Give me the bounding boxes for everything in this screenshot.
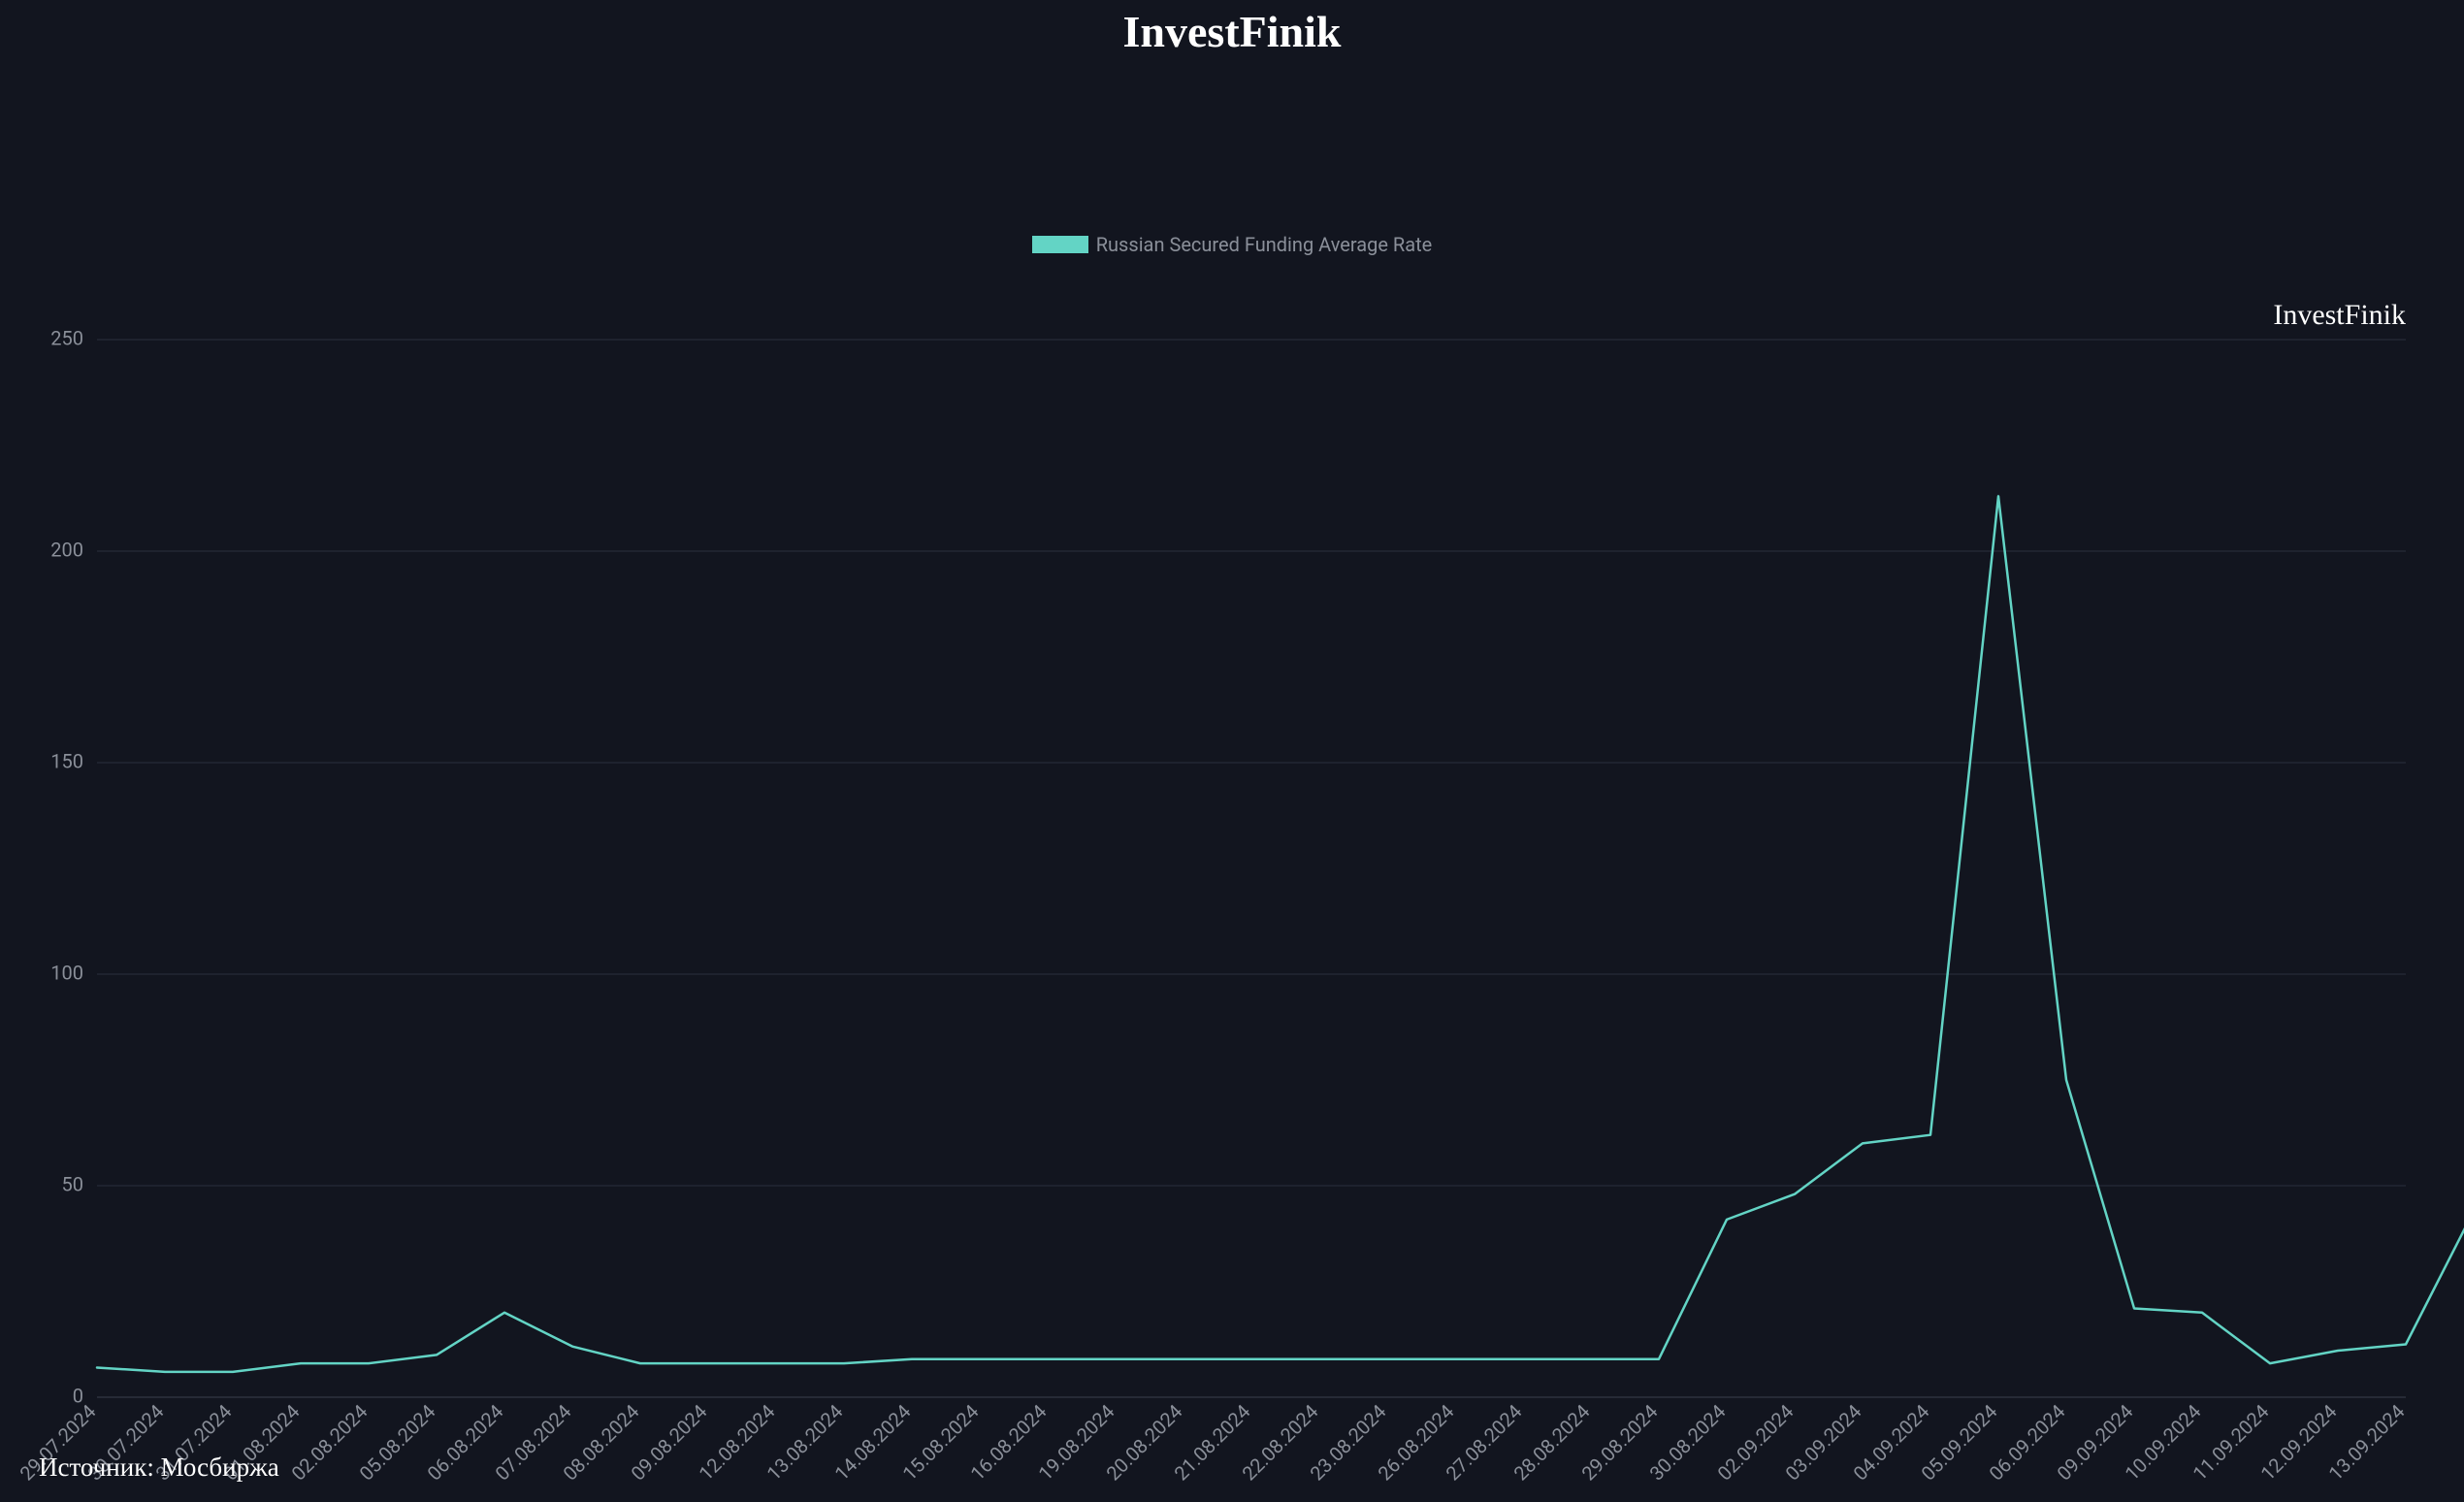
page-title: InvestFinik — [0, 0, 2464, 68]
chart-area: 05010015020025029.07.202430.07.202431.07… — [0, 68, 2464, 1502]
watermark-label: InvestFinik — [2273, 299, 2406, 332]
source-label: Источник: Мосбиржа — [39, 1453, 279, 1483]
y-tick-label: 50 — [62, 1172, 83, 1195]
y-tick-label: 150 — [50, 749, 83, 772]
y-tick-label: 100 — [50, 961, 83, 984]
chart-container: InvestFinik Russian Secured Funding Aver… — [0, 0, 2464, 1502]
line-chart-svg: 05010015020025029.07.202430.07.202431.07… — [0, 68, 2464, 1502]
series-line — [97, 496, 2464, 1372]
y-tick-label: 250 — [50, 326, 83, 349]
y-tick-label: 200 — [50, 538, 83, 561]
